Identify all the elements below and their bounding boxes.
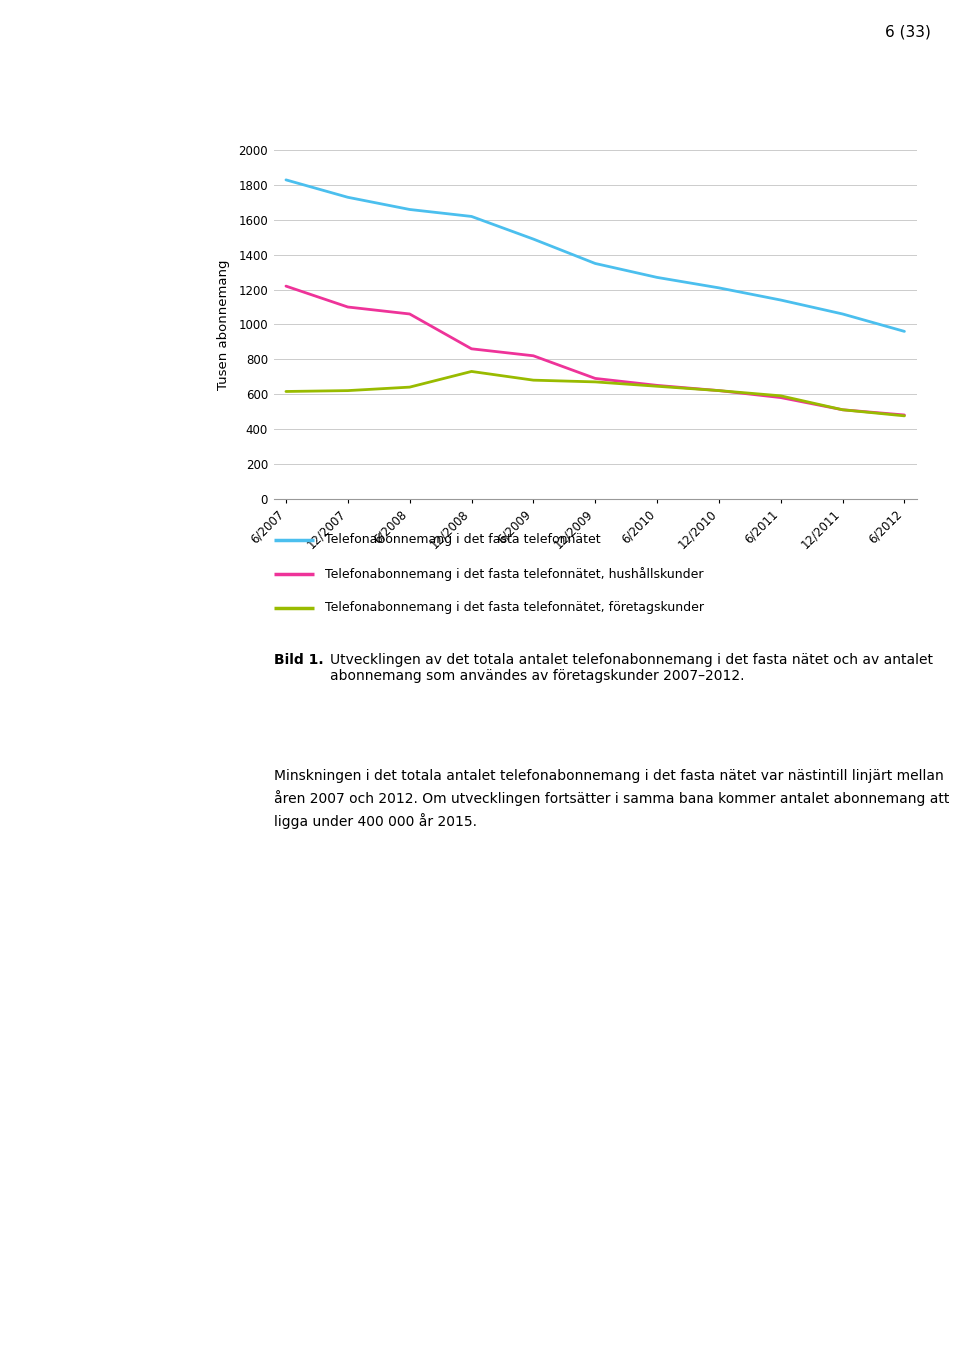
Text: Telefonabonnemang i det fasta telefonnätet: Telefonabonnemang i det fasta telefonnät…: [325, 533, 601, 546]
Text: Telefonabonnemang i det fasta telefonnätet, hushållskunder: Telefonabonnemang i det fasta telefonnät…: [325, 567, 704, 581]
Text: 6 (33): 6 (33): [885, 25, 931, 40]
Text: Telefonabonnemang i det fasta telefonnätet, företagskunder: Telefonabonnemang i det fasta telefonnät…: [325, 601, 705, 615]
Text: Bild 1.: Bild 1.: [274, 653, 324, 667]
Text: Minskningen i det totala antalet telefonabonnemang i det fasta nätet var nästint: Minskningen i det totala antalet telefon…: [274, 769, 949, 829]
Text: Utvecklingen av det totala antalet telefonabonnemang i det fasta nätet och av an: Utvecklingen av det totala antalet telef…: [330, 653, 933, 683]
Y-axis label: Tusen abonnemang: Tusen abonnemang: [217, 260, 230, 389]
